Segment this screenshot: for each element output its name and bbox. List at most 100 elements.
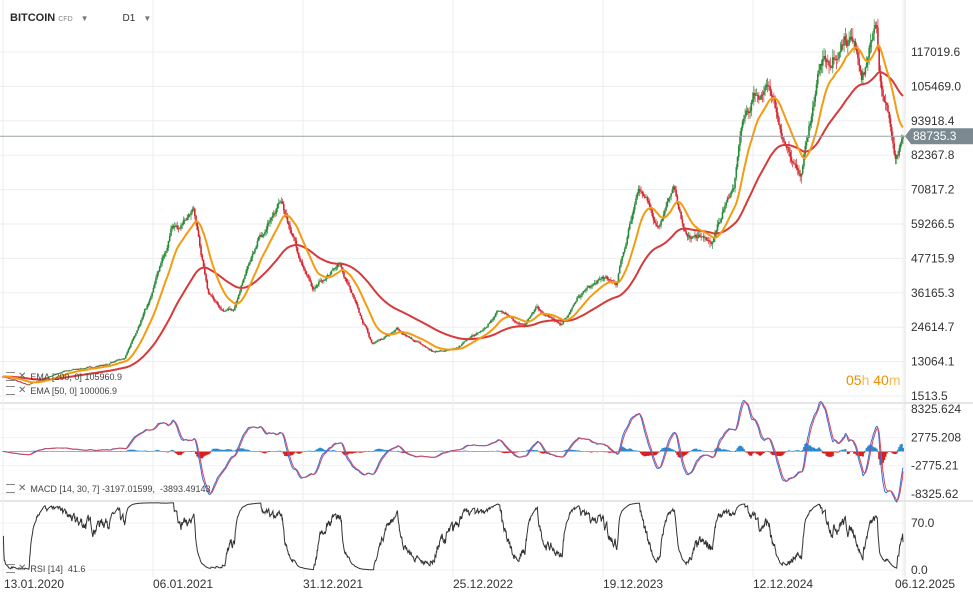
indicator-settings-icon[interactable] bbox=[6, 386, 15, 395]
candle-body bbox=[197, 230, 200, 237]
y-tick-label: 24614.7 bbox=[911, 320, 955, 334]
candle bbox=[498, 310, 501, 312]
macd-histogram-bar bbox=[346, 451, 349, 455]
candle-body bbox=[112, 361, 115, 363]
candle-body bbox=[395, 327, 398, 330]
candle bbox=[408, 336, 410, 339]
candle-body bbox=[739, 136, 741, 146]
candle bbox=[44, 377, 47, 379]
candle bbox=[872, 30, 874, 42]
candle bbox=[770, 88, 773, 104]
candle bbox=[504, 311, 507, 315]
candle-body bbox=[410, 337, 413, 340]
macd-histogram-bar bbox=[108, 451, 111, 452]
candle-body bbox=[768, 85, 770, 87]
candle bbox=[378, 338, 380, 342]
candle-body bbox=[63, 370, 66, 372]
candle-body bbox=[779, 124, 781, 130]
candle bbox=[49, 375, 52, 378]
macd-histogram-bar bbox=[732, 451, 735, 452]
macd-histogram-bar bbox=[730, 451, 733, 452]
macd-histogram-bar bbox=[19, 451, 22, 452]
candle-body bbox=[132, 338, 135, 341]
candle-body bbox=[206, 280, 209, 289]
macd-histogram-bar bbox=[540, 451, 543, 454]
candle-body bbox=[865, 62, 868, 68]
candle bbox=[429, 348, 432, 351]
macd-histogram-bar bbox=[268, 451, 271, 452]
candle-body bbox=[328, 275, 330, 276]
candle bbox=[865, 56, 868, 69]
macd-histogram-bar bbox=[27, 451, 30, 452]
symbol-name[interactable]: BITCOIN bbox=[10, 12, 56, 24]
macd-histogram-bar bbox=[611, 451, 614, 453]
macd-histogram-bar bbox=[154, 450, 157, 452]
macd-histogram-bar bbox=[241, 448, 244, 452]
candle bbox=[730, 190, 733, 198]
macd-histogram-bar bbox=[790, 450, 793, 452]
candle-body bbox=[700, 236, 702, 238]
candle-body bbox=[890, 126, 893, 137]
candle-body bbox=[68, 370, 71, 372]
candle-body bbox=[575, 301, 577, 303]
indicator-settings-icon[interactable] bbox=[6, 372, 15, 381]
candle-body bbox=[101, 365, 103, 366]
candle-body bbox=[350, 289, 353, 294]
candle bbox=[532, 311, 535, 315]
candle bbox=[764, 83, 766, 96]
candle-body bbox=[64, 370, 67, 372]
candle-body bbox=[227, 308, 230, 310]
candle-body bbox=[818, 69, 820, 74]
macd-histogram-bar bbox=[856, 451, 859, 456]
candle-body bbox=[628, 224, 631, 230]
candle bbox=[86, 366, 88, 369]
macd-histogram-bar bbox=[672, 449, 675, 452]
macd-histogram-bar bbox=[772, 451, 775, 456]
macd-histogram-bar bbox=[795, 450, 798, 452]
macd-histogram-bar bbox=[342, 451, 345, 455]
macd-histogram-bar bbox=[769, 451, 772, 453]
countdown-minutes: 40 bbox=[873, 372, 889, 388]
macd-histogram-bar bbox=[626, 449, 629, 452]
candle bbox=[489, 319, 492, 324]
macd-histogram-bar bbox=[493, 451, 496, 452]
candle bbox=[152, 285, 155, 293]
close-icon[interactable]: ✕ bbox=[18, 563, 27, 574]
timeframe-dropdown-icon[interactable]: ▼ bbox=[143, 13, 152, 23]
candle bbox=[300, 259, 303, 266]
timeframe-label[interactable]: D1 bbox=[122, 12, 136, 24]
symbol-dropdown-icon[interactable]: ▼ bbox=[80, 13, 89, 23]
candle-body bbox=[786, 147, 789, 148]
macd-histogram-bar bbox=[685, 451, 688, 455]
candle bbox=[162, 254, 165, 262]
candle bbox=[571, 307, 573, 312]
macd-histogram-bar bbox=[242, 448, 245, 452]
candle bbox=[410, 336, 413, 340]
candle bbox=[202, 259, 205, 268]
candle-body bbox=[244, 275, 246, 280]
close-icon[interactable]: ✕ bbox=[18, 371, 27, 382]
close-icon[interactable]: ✕ bbox=[18, 483, 27, 494]
macd-histogram-bar bbox=[779, 451, 782, 457]
candle bbox=[221, 309, 224, 312]
candle-body bbox=[282, 203, 285, 211]
macd-histogram-bar bbox=[875, 448, 878, 452]
candle bbox=[656, 220, 659, 229]
macd-histogram-bar bbox=[307, 450, 310, 452]
macd-histogram-bar bbox=[502, 451, 505, 453]
candle-body bbox=[813, 101, 815, 108]
candle bbox=[587, 285, 590, 288]
candle bbox=[354, 297, 357, 304]
macd-histogram-bar bbox=[279, 450, 282, 452]
indicator-settings-icon[interactable] bbox=[6, 564, 15, 573]
candle-body bbox=[756, 95, 759, 96]
macd-histogram-bar bbox=[690, 450, 693, 452]
candle-body bbox=[142, 313, 145, 318]
candle-body bbox=[455, 347, 458, 349]
close-icon[interactable]: ✕ bbox=[18, 385, 27, 396]
candle bbox=[691, 236, 694, 239]
candle bbox=[671, 186, 674, 194]
candle bbox=[301, 259, 304, 268]
indicator-settings-icon[interactable] bbox=[6, 484, 15, 493]
